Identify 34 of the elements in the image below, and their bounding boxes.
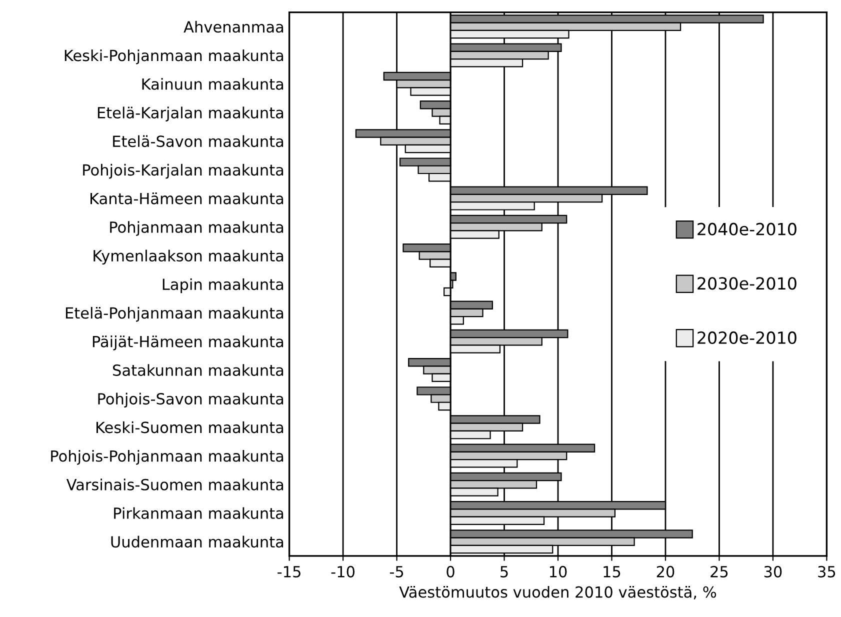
y-tick-label: Ahvenanmaa: [184, 20, 284, 33]
legend-label: 2040e-2010: [698, 222, 796, 236]
x-tick-label: 20: [656, 566, 674, 578]
x-tick-label: 5: [500, 566, 508, 578]
legend-label: 2030e-2010: [698, 277, 796, 290]
y-tick-label: Uudenmaan maakunta: [111, 536, 284, 548]
x-tick-label: 25: [710, 566, 728, 578]
y-tick-label: Kymenlaakson maakunta: [94, 250, 284, 264]
x-tick-label: 35: [818, 566, 836, 578]
y-tick-label: Kanta-Hämeen maakunta: [90, 192, 284, 204]
y-tick-label: Etelä-Savon maakunta: [113, 135, 284, 148]
y-tick-label: Päijät-Hämeen maakunta: [92, 336, 284, 350]
y-tick-label: Pirkanmaan maakunta: [114, 507, 284, 520]
y-tick-label: Pohjanmaan maakunta: [110, 221, 284, 236]
x-axis-title: Väestömuutos vuoden 2010 väestöstä, %: [399, 586, 716, 600]
y-tick-label: Pohjois-Karjalan maakunta: [83, 164, 284, 179]
y-tick-label: Etelä-Karjalan maakunta: [98, 106, 284, 122]
y-tick-label: Keski-Suomen maakunta: [96, 421, 284, 434]
x-tick-label: 10: [550, 566, 567, 578]
x-tick-label: 15: [604, 566, 620, 578]
y-tick-label: Lapin maakunta: [162, 278, 284, 294]
x-tick-label: -5: [390, 566, 404, 578]
y-tick-label: Pohjois-Savon maakunta: [98, 392, 284, 408]
y-tick-label: Etelä-Pohjanmaan maakunta: [66, 306, 284, 322]
y-tick-label: Satakunnan maakunta: [113, 364, 284, 376]
y-tick-label: Varsinais-Suomen maakunta: [66, 478, 284, 490]
y-tick-label: Kainuun maakunta: [142, 78, 284, 90]
x-tick-label: 0: [446, 566, 454, 578]
y-tick-label: Keski-Pohjanmaan maakunta: [64, 49, 284, 64]
legend-label: 2020e-2010: [698, 331, 796, 344]
y-tick-label: Pohjois-Pohjanmaan maakunta: [51, 450, 284, 465]
x-tick-label: 30: [764, 566, 782, 578]
x-tick-label: -10: [331, 566, 355, 578]
x-tick-label: -15: [278, 566, 300, 578]
